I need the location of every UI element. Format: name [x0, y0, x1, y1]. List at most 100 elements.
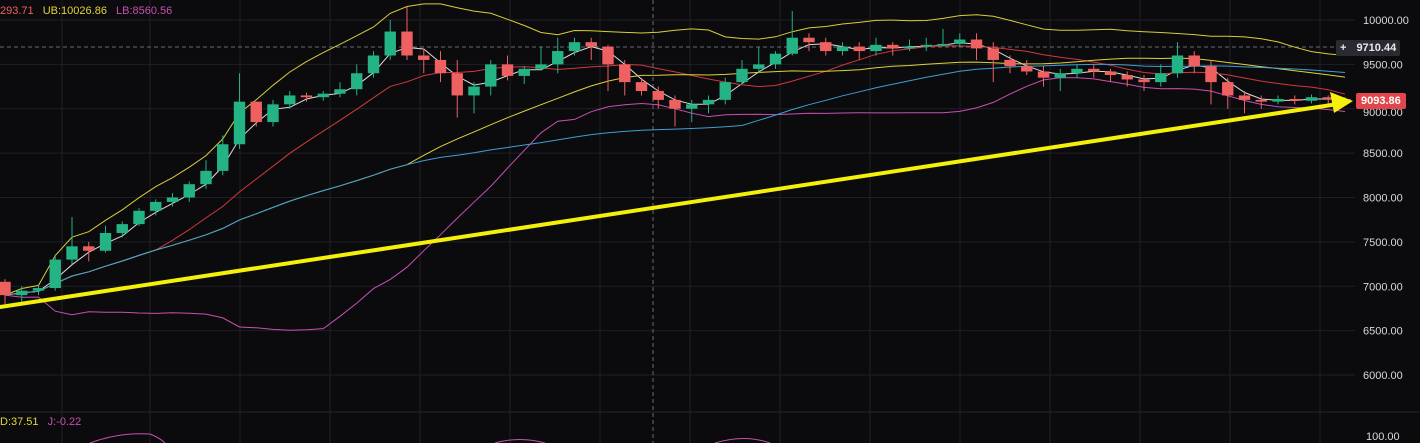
kdj-d-label: D:37.51 [0, 416, 39, 428]
candle-down [1138, 79, 1150, 83]
candle-up [1171, 55, 1184, 74]
kdj-line [714, 438, 771, 443]
candle-up [267, 104, 279, 123]
candle-down [451, 73, 463, 96]
candle-up [719, 82, 731, 100]
candle-up [535, 64, 547, 69]
crosshair-plus-icon[interactable]: + [1340, 42, 1347, 54]
candle-up [133, 210, 145, 225]
crosshair-price-tag: +9710.44 [1336, 40, 1401, 56]
crosshair-price-value: 9710.44 [1356, 42, 1397, 54]
candle-down [669, 99, 681, 109]
candle-up [568, 42, 581, 52]
candle-down [635, 82, 648, 91]
kdj-j-label: J:-0.22 [47, 416, 82, 428]
candle-down [434, 59, 447, 74]
candle-up [1155, 73, 1167, 83]
candle-up [870, 44, 882, 52]
candle-up [836, 46, 849, 52]
candle-down [987, 48, 999, 60]
candle-up [200, 170, 212, 185]
candle-down [853, 46, 865, 52]
kdj-legend: D:37.51 J:-0.22 [0, 416, 87, 428]
candle-down [1021, 66, 1033, 72]
kdj-line [89, 433, 166, 443]
y-tick-label: 9500.00 [1363, 59, 1403, 71]
candle-down [803, 37, 815, 43]
candle-up [468, 86, 480, 96]
candle-up [954, 39, 966, 44]
candle-down [1104, 71, 1117, 76]
candle-up [334, 89, 346, 94]
y-tick-label: 7000.00 [1363, 281, 1403, 293]
candle-up [284, 95, 296, 105]
candle-up [317, 93, 329, 98]
ma-blue-line [4, 63, 1346, 296]
candle-down [820, 42, 832, 52]
kdj-line [494, 439, 546, 443]
candle-down [250, 101, 262, 123]
candle-up [786, 37, 798, 54]
y-tick-label: 7500.00 [1363, 237, 1403, 249]
candle-down [0, 281, 11, 296]
trend-arrow-line [0, 102, 1340, 309]
y-tick-label: 9000.00 [1363, 107, 1403, 119]
candle-down [652, 91, 664, 100]
candle-down [418, 55, 430, 60]
candle-up [552, 51, 564, 65]
candle-up [384, 31, 396, 56]
candle-up [753, 64, 765, 69]
bollinger-legend: 293.71 UB:10026.86 LB:8560.56 [0, 5, 178, 17]
candle-up [1071, 68, 1083, 74]
candle-down [619, 64, 631, 83]
sub-tick-label: 100.00 [1366, 431, 1400, 443]
candle-up [769, 53, 782, 65]
candle-down [1255, 99, 1267, 102]
candle-down [1037, 71, 1050, 78]
candle-up [485, 64, 497, 87]
candle-up [116, 224, 128, 233]
candle-up [1272, 98, 1284, 102]
candle-down [970, 39, 983, 49]
y-tick-label: 8000.00 [1363, 193, 1403, 205]
candle-up [16, 290, 28, 296]
candle-up [166, 197, 179, 202]
candle-up [702, 99, 715, 105]
candle-up [351, 73, 363, 90]
candle-down [300, 95, 313, 98]
candle-up [367, 55, 380, 74]
candle-down [1121, 75, 1133, 80]
candle-up [937, 43, 949, 46]
candlestick-series [0, 6, 1351, 304]
y-tick-label: 10000.00 [1363, 15, 1409, 27]
candle-down [1088, 68, 1100, 72]
last-price-tag: 9093.86 [1356, 93, 1406, 109]
candle-down [1322, 97, 1334, 99]
candle-down [1205, 66, 1217, 83]
candle-up [99, 233, 112, 251]
candle-down [1004, 59, 1016, 67]
candle-down [83, 246, 95, 251]
candle-up [920, 44, 932, 47]
candle-up [518, 68, 530, 76]
candle-up [32, 288, 45, 291]
candle-down [602, 46, 614, 65]
y-tick-label: 8500.00 [1363, 148, 1403, 160]
upper-band-line [4, 3, 1346, 296]
candle-down [1238, 95, 1251, 100]
lower-band-label: LB:8560.56 [116, 5, 173, 17]
y-tick-label: 6000.00 [1363, 370, 1403, 382]
candle-up [49, 259, 61, 289]
mid-band-value: 293.71 [0, 5, 34, 17]
candle-up [1054, 73, 1066, 78]
candle-down [401, 31, 413, 56]
price-axis: 10000.00 9500.00 8500.00 8000.00 7500.00 7000… [1363, 15, 1409, 443]
candle-up [66, 246, 78, 260]
candle-up [903, 46, 916, 49]
candle-down [1188, 55, 1200, 67]
candle-up [736, 68, 748, 83]
candle-down [585, 42, 597, 47]
upper-band-label: UB:10026.86 [42, 5, 107, 17]
candle-down [501, 64, 514, 76]
